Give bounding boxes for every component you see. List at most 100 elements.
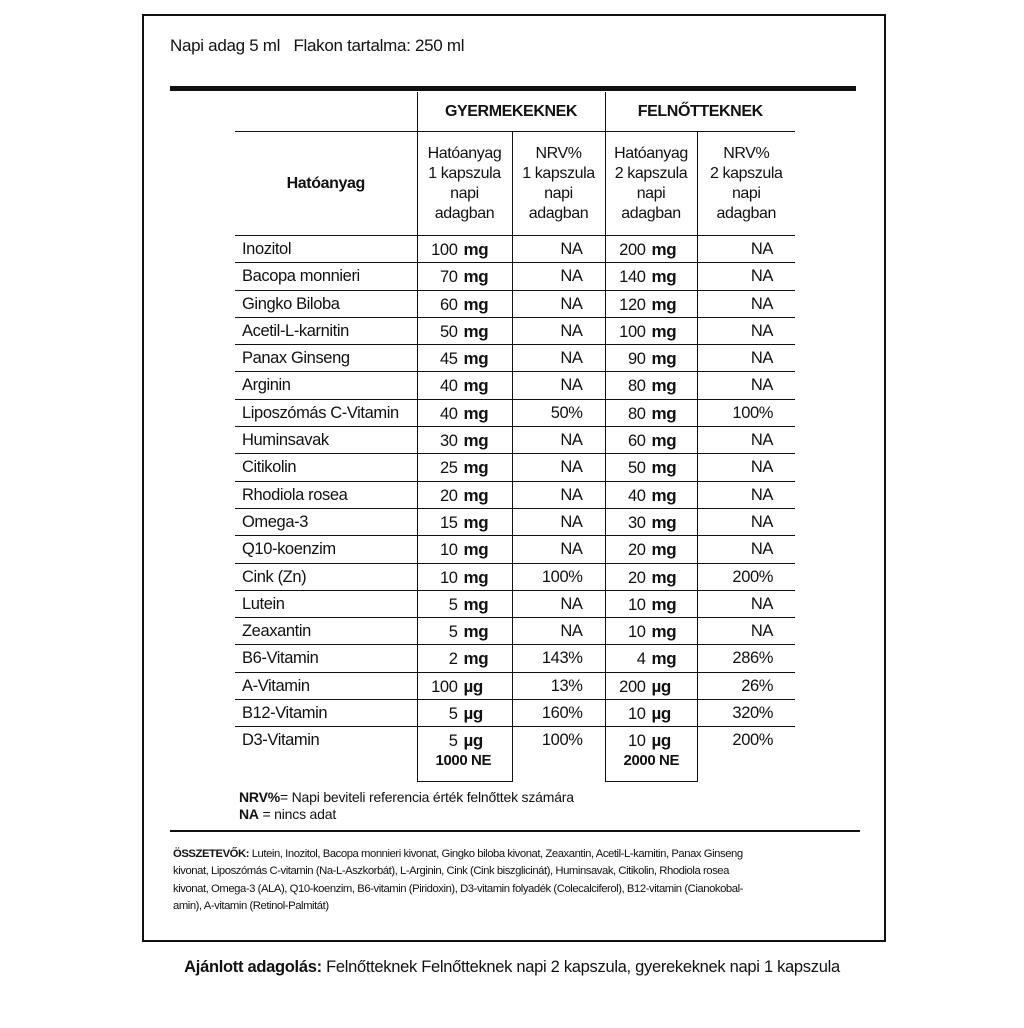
label-frame: [142, 14, 886, 942]
amount: 4: [636, 650, 646, 669]
amount: 100: [431, 241, 458, 259]
ingredient-name: Lutein: [235, 590, 417, 619]
amount-cell: 5 mg: [416, 590, 512, 619]
column-header-line: adagban: [434, 204, 495, 222]
unit: µg: [651, 704, 672, 724]
amount-cell: 80 mg: [604, 399, 698, 428]
table-row: Huminsavak 30 mg NA 60 mg NA: [235, 426, 796, 455]
ingredients-text: kivonat, Omega-3 (ALA), Q10-koenzim, B6-…: [173, 882, 743, 895]
column-header: NRV% 2 kapszula napi adagban: [696, 131, 796, 236]
unit: mg: [651, 458, 677, 478]
table-row: Acetil-L-karnitin 50 mg NA 100 mg NA: [235, 317, 796, 346]
amount: 50: [627, 459, 646, 478]
column-header-line: napi: [636, 184, 666, 202]
amount-cell: 40 mg: [604, 481, 698, 509]
amount-cell: 120 mg: [604, 290, 698, 318]
nrv-cell: 13%: [511, 672, 606, 701]
unit: mg: [651, 294, 677, 314]
amount: 5: [448, 623, 458, 642]
nrv-cell: NA: [696, 508, 796, 537]
ingredient-name: Bacopa monnieri: [235, 262, 417, 291]
amount-note: 1000 NE: [435, 752, 492, 770]
nrv-cell: NA: [511, 290, 606, 318]
nrv-cell: NA: [511, 481, 606, 509]
column-header: NRV% 1 kapszula napi adagban: [511, 131, 606, 236]
amount: 15: [439, 513, 458, 532]
amount-cell: 40 mg: [416, 399, 512, 428]
amount-cell: 80 mg: [604, 371, 698, 400]
table-row: Cink (Zn) 10 mg 100% 20 mg 200%: [235, 563, 796, 591]
unit: mg: [463, 403, 489, 423]
table-row: Inozitol 100 mg NA 200 mg NA: [235, 235, 796, 264]
amount-cell: 100 µg: [416, 672, 512, 701]
amount: 10: [627, 732, 646, 751]
ingredient-name: Zeaxantin: [235, 617, 417, 646]
amount-cell: 30 mg: [416, 426, 512, 455]
column-header-line: 2 kapszula: [614, 164, 688, 182]
amount-cell: 5 µg 1000 NE: [416, 726, 512, 783]
nrv-cell: NA: [696, 262, 796, 291]
column-header-line: 1 kapszula: [428, 164, 501, 182]
amount: 60: [627, 432, 646, 451]
nrv-cell: 286%: [696, 644, 796, 673]
recommendation: Ajánlott adagolás: Felnőtteknek Felnőtte…: [0, 958, 1024, 977]
column-header-line: Hatóanyag: [614, 144, 688, 162]
nrv-cell: 100%: [511, 563, 606, 591]
table-row: Panax Ginseng 45 mg NA 90 mg NA: [235, 344, 796, 373]
unit: µg: [651, 676, 672, 696]
nrv-cell: NA: [696, 590, 796, 619]
nrv-cell: NA: [696, 371, 796, 400]
amount-cell: 30 mg: [604, 508, 698, 537]
unit: µg: [463, 731, 484, 751]
column-header-line: 2 kapszula: [710, 164, 783, 182]
unit: mg: [651, 512, 677, 532]
unit: mg: [651, 649, 677, 669]
nrv-cell: NA: [511, 617, 606, 646]
table-row: Citikolin 25 mg NA 50 mg NA: [235, 453, 796, 482]
unit: mg: [463, 431, 489, 451]
nrv-cell: 320%: [696, 699, 796, 728]
amount-cell: 60 mg: [604, 426, 698, 455]
ingredient-name: Liposzómás C-Vitamin: [235, 399, 417, 428]
column-header-line: Hatóanyag: [427, 144, 502, 162]
ingredient-name: Gingko Biloba: [235, 290, 417, 318]
column-header-line: adagban: [528, 204, 589, 222]
unit: µg: [463, 704, 484, 724]
amount: 40: [439, 404, 458, 423]
amount: 20: [627, 541, 646, 560]
table-row: Arginin 40 mg NA 80 mg NA: [235, 371, 796, 400]
ingredient-name: Rhodiola rosea: [235, 481, 417, 509]
amount: 20: [439, 486, 458, 505]
nrv-cell: 100%: [696, 399, 796, 428]
amount-cell: 200 µg: [604, 672, 698, 701]
amount: 60: [439, 295, 458, 314]
amount-cell: 20 mg: [416, 481, 512, 509]
ingredients-line: amin), A-vitamin (Retinol-Palmitát): [173, 898, 743, 915]
amount: 10: [627, 595, 646, 614]
nrv-cell: NA: [696, 317, 796, 346]
amount-cell: 10 mg: [604, 617, 698, 646]
amount: 80: [627, 377, 646, 396]
amount-cell: 10 mg: [604, 590, 698, 619]
amount-cell: 140 mg: [604, 262, 698, 291]
group-header-row: GYERMEKEKNEK FELNŐTTEKNEK: [235, 92, 796, 132]
unit: mg: [651, 485, 677, 505]
recommendation-label: Ajánlott adagolás:: [184, 958, 322, 976]
nrv-cell: NA: [511, 371, 606, 400]
recommendation-text: Felnőtteknek Felnőtteknek napi 2 kapszul…: [321, 958, 840, 976]
ingredient-name: B12-Vitamin: [235, 699, 417, 728]
unit: mg: [463, 376, 489, 396]
column-header-line: 1 kapszula: [522, 164, 595, 182]
amount-cell: 40 mg: [416, 371, 512, 400]
unit: mg: [463, 349, 489, 369]
ingredients-text: kivonat, Liposzómás C-vitamin (Na-L-Aszk…: [173, 865, 729, 878]
amount-cell: 50 mg: [604, 453, 698, 482]
amount-cell: 15 mg: [416, 508, 512, 537]
unit: mg: [651, 594, 677, 614]
table-row: D3-Vitamin 5 µg 1000 NE 100% 10 µg 2000 NE 200%: [235, 726, 796, 783]
ingredient-name: Arginin: [235, 371, 417, 400]
thick-rule: [170, 86, 856, 91]
amount-cell: 20 mg: [604, 535, 698, 564]
